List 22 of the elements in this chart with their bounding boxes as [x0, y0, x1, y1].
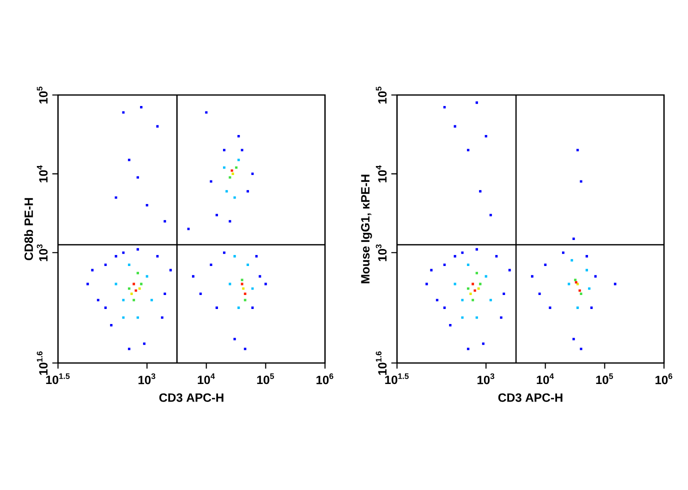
- x-tick-label: 10$^{6}$: [316, 373, 334, 384]
- x-tick-label: 10$^{6}$: [656, 373, 672, 384]
- y-tick-label: 10$^{3}$: [376, 244, 387, 262]
- y-tick-label: 10$^{5}$: [36, 86, 48, 104]
- x-axis-title: CD3 APC-H: [498, 393, 562, 402]
- x-tick-label: 10$^{1.5}$: [385, 373, 409, 384]
- y-tick-label: 10$^{3}$: [36, 244, 48, 262]
- x-tick-label: 10$^{5}$: [596, 373, 614, 384]
- y-tick-label: 10$^{4}$: [376, 165, 387, 182]
- x-tick-label: 10$^{4}$: [536, 373, 554, 384]
- x-axis-title: CD3 APC-H: [159, 393, 224, 402]
- x-tick-label: 10$^{5}$: [257, 373, 274, 384]
- x-tick-label: 10$^{4}$: [198, 373, 215, 384]
- x-tick-label: 10$^{3}$: [138, 373, 156, 384]
- y-tick-label: 10$^{4}$: [36, 165, 48, 182]
- y-tick-label: 10$^{5}$: [376, 86, 387, 104]
- y-axis-title: Mouse IgG1, κPE-H: [361, 174, 372, 284]
- y-axis-title: CD8b PE-H: [24, 198, 33, 260]
- x-tick-label: 10$^{1.5}$: [46, 373, 70, 384]
- x-tick-label: 10$^{3}$: [478, 373, 494, 384]
- y-tick-label: 10$^{1.6}$: [376, 351, 387, 375]
- y-tick-label: 10$^{1.6}$: [36, 351, 48, 375]
